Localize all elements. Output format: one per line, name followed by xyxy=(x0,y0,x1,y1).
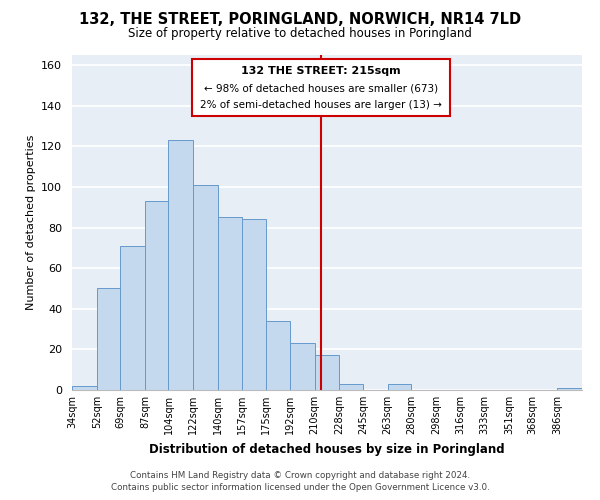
Bar xyxy=(218,218,242,390)
Text: 132 THE STREET: 215sqm: 132 THE STREET: 215sqm xyxy=(241,66,401,76)
Y-axis label: Number of detached properties: Number of detached properties xyxy=(26,135,35,310)
Text: 132, THE STREET, PORINGLAND, NORWICH, NR14 7LD: 132, THE STREET, PORINGLAND, NORWICH, NR… xyxy=(79,12,521,28)
Text: 2% of semi-detached houses are larger (13) →: 2% of semi-detached houses are larger (1… xyxy=(200,100,442,110)
Bar xyxy=(97,288,120,390)
Bar xyxy=(388,384,411,390)
Bar xyxy=(314,356,340,390)
Bar xyxy=(145,201,169,390)
Bar xyxy=(169,140,193,390)
Bar xyxy=(72,386,97,390)
Bar xyxy=(242,220,266,390)
Bar xyxy=(266,321,290,390)
Text: ← 98% of detached houses are smaller (673): ← 98% of detached houses are smaller (67… xyxy=(204,84,438,94)
Bar xyxy=(340,384,363,390)
Bar xyxy=(120,246,145,390)
X-axis label: Distribution of detached houses by size in Poringland: Distribution of detached houses by size … xyxy=(149,442,505,456)
Bar xyxy=(290,344,314,390)
Bar xyxy=(193,185,218,390)
Bar xyxy=(557,388,582,390)
FancyBboxPatch shape xyxy=(192,59,449,116)
Text: Size of property relative to detached houses in Poringland: Size of property relative to detached ho… xyxy=(128,28,472,40)
Text: Contains HM Land Registry data © Crown copyright and database right 2024.
Contai: Contains HM Land Registry data © Crown c… xyxy=(110,471,490,492)
